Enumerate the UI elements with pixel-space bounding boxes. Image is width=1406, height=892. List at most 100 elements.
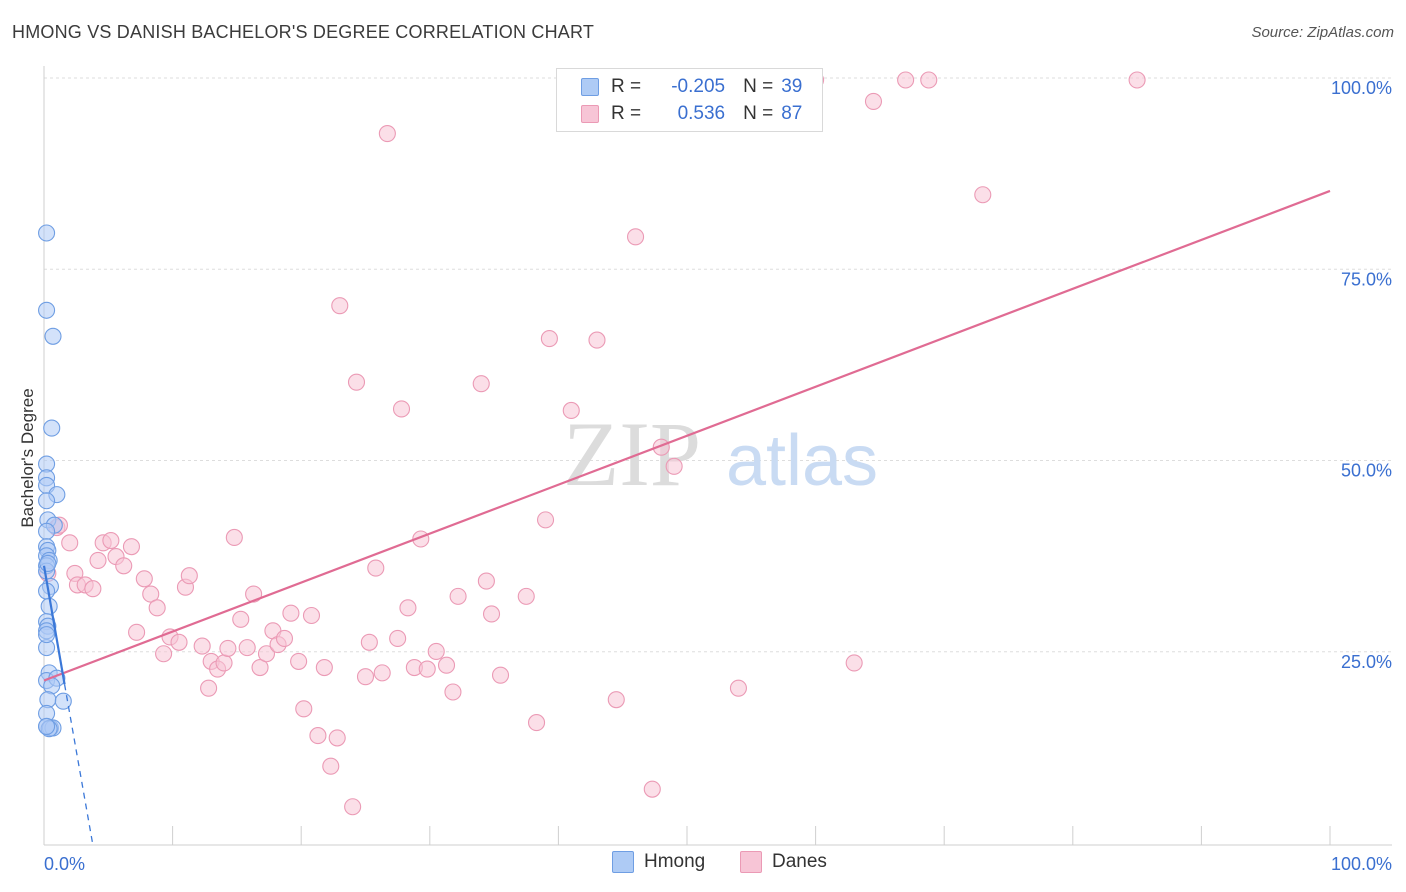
legend-item-hmong[interactable]: Hmong xyxy=(612,851,705,873)
danes-point xyxy=(215,654,233,672)
hmong-point xyxy=(44,327,62,345)
danes-point xyxy=(607,691,625,709)
hmong-trend-extension xyxy=(63,684,94,846)
danes-point xyxy=(373,664,391,682)
danes-point xyxy=(491,666,510,684)
axes xyxy=(43,66,1392,846)
danes-point xyxy=(643,780,661,798)
tick-labels: 25.0% 50.0% 75.0% 100.0% 0.0% 100.0% xyxy=(44,78,1392,874)
chart-title: HMONG VS DANISH BACHELOR'S DEGREE CORREL… xyxy=(12,22,595,42)
hmong-points xyxy=(38,224,72,738)
hmong-point xyxy=(38,717,56,735)
hmong-point xyxy=(38,301,56,319)
danes-point xyxy=(232,610,250,628)
hmong-n-value: 39 xyxy=(781,76,803,97)
danes-point xyxy=(920,71,938,89)
stats-legend: R = -0.205 N = 39 R = 0.536 N = 87 xyxy=(556,68,823,132)
danes-point xyxy=(193,637,211,655)
legend-hmong-label: Hmong xyxy=(644,851,706,872)
danes-point xyxy=(378,125,396,143)
danes-point xyxy=(275,629,294,648)
danes-point xyxy=(344,798,362,816)
hmong-swatch xyxy=(612,851,634,873)
gridlines xyxy=(44,77,1392,653)
danes-point xyxy=(122,538,140,556)
danes-point xyxy=(399,599,417,617)
danes-point xyxy=(1128,71,1146,89)
danes-point xyxy=(729,679,747,697)
danes-point xyxy=(61,534,79,552)
danes-point xyxy=(322,757,340,775)
danes-point xyxy=(225,528,243,547)
hmong-point xyxy=(38,522,56,540)
danes-point xyxy=(472,375,490,393)
danes-point xyxy=(84,580,102,598)
danes-point xyxy=(449,587,467,605)
watermark-atlas: atlas xyxy=(726,421,878,501)
danes-n-value: 87 xyxy=(781,103,803,124)
danes-point xyxy=(665,457,683,475)
danes-trend-line xyxy=(43,189,1331,682)
danes-point xyxy=(536,511,555,529)
danes-point xyxy=(897,71,915,89)
danes-point xyxy=(102,531,120,550)
hmong-r-value: -0.205 xyxy=(671,76,726,97)
r-label: R = xyxy=(611,103,642,124)
danes-point xyxy=(562,401,580,420)
danes-point xyxy=(219,639,237,657)
danes-point xyxy=(200,679,218,697)
legend-row-hmong: R = -0.205 N = 39 xyxy=(581,76,802,98)
danes-point xyxy=(135,570,153,588)
danes-point xyxy=(437,656,456,674)
danes-point xyxy=(328,729,346,747)
danes-point xyxy=(251,658,269,677)
danes-point xyxy=(864,92,883,110)
danes-point xyxy=(627,228,645,246)
danes-point xyxy=(315,658,333,677)
danes-point xyxy=(360,633,378,651)
danes-point xyxy=(309,727,327,745)
danes-point xyxy=(392,400,411,418)
watermark: ZIP atlas xyxy=(563,403,878,505)
danes-point xyxy=(170,633,188,651)
hmong-swatch xyxy=(581,78,599,96)
danes-point xyxy=(477,572,495,590)
legend-danes-label: Danes xyxy=(772,851,827,872)
hmong-point xyxy=(38,626,56,644)
danes-swatch xyxy=(740,851,762,873)
r-label: R = xyxy=(611,76,642,97)
danes-point xyxy=(257,645,276,663)
hmong-point xyxy=(38,224,56,242)
danes-point xyxy=(238,639,256,657)
trend-lines xyxy=(42,189,1331,846)
hmong-point xyxy=(43,419,61,437)
hmong-point xyxy=(38,492,56,510)
danes-point xyxy=(142,585,160,603)
danes-point xyxy=(540,330,558,348)
danes-point xyxy=(517,587,535,605)
danes-point xyxy=(282,604,300,622)
n-label: N = xyxy=(743,103,774,124)
y-tick-label: 100.0% xyxy=(1331,78,1392,98)
watermark-zip: ZIP xyxy=(563,403,701,505)
danes-point xyxy=(974,186,992,204)
legend-row-danes: R = 0.536 N = 87 xyxy=(581,103,802,125)
danes-point xyxy=(427,642,445,661)
danes-r-value: 0.536 xyxy=(677,103,726,124)
danes-point xyxy=(331,297,349,315)
danes-point xyxy=(588,331,606,349)
danes-point xyxy=(290,652,308,670)
hmong-trend-line xyxy=(42,565,66,685)
danes-swatch xyxy=(581,105,599,123)
danes-point xyxy=(148,599,166,617)
danes-point xyxy=(389,629,407,648)
n-label: N = xyxy=(743,76,774,97)
danes-point xyxy=(180,567,198,585)
danes-point xyxy=(347,373,366,391)
danes-point xyxy=(115,557,133,575)
danes-point xyxy=(128,623,146,641)
danes-point xyxy=(295,700,313,718)
legend-item-danes[interactable]: Danes xyxy=(740,851,827,873)
danes-point xyxy=(155,645,173,663)
